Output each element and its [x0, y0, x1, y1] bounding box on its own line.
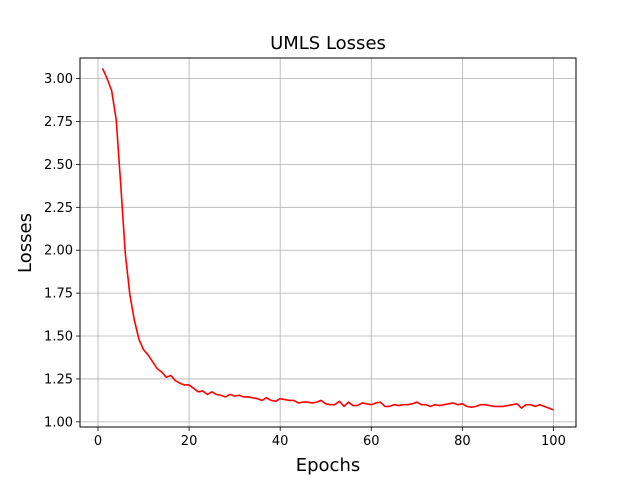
y-tick-label: 2.25	[44, 201, 73, 216]
x-tick-label: 40	[272, 434, 289, 449]
x-axis-ticks: 0 20 40 60 80 100	[94, 427, 566, 449]
y-tick-label: 1.50	[44, 330, 73, 345]
x-tick-label: 100	[541, 434, 566, 449]
y-tick-label: 2.00	[44, 244, 73, 259]
y-tick-label: 1.00	[44, 415, 73, 430]
y-tick-label: 2.75	[44, 115, 73, 130]
series-line	[101, 67, 554, 411]
x-tick-label: 80	[454, 434, 471, 449]
y-tick-label: 2.50	[44, 158, 73, 173]
y-tick-label: 1.25	[44, 372, 73, 387]
plot-frame	[79, 57, 577, 428]
y-tick-label: 1.75	[44, 287, 73, 302]
y-axis-label: Losses	[15, 213, 36, 273]
x-tick-label: 0	[94, 434, 102, 449]
series-layer	[101, 67, 554, 411]
x-axis-label: Epochs	[296, 455, 361, 476]
y-axis-ticks: 1.00 1.25 1.50 1.75 2.00 2.25 2.50 2.75 3.00	[44, 72, 80, 430]
grid-lines	[80, 58, 576, 427]
chart-title: UMLS Losses	[270, 33, 386, 54]
y-tick-label: 3.00	[44, 72, 73, 87]
x-tick-label: 60	[363, 434, 380, 449]
x-tick-label: 20	[181, 434, 198, 449]
